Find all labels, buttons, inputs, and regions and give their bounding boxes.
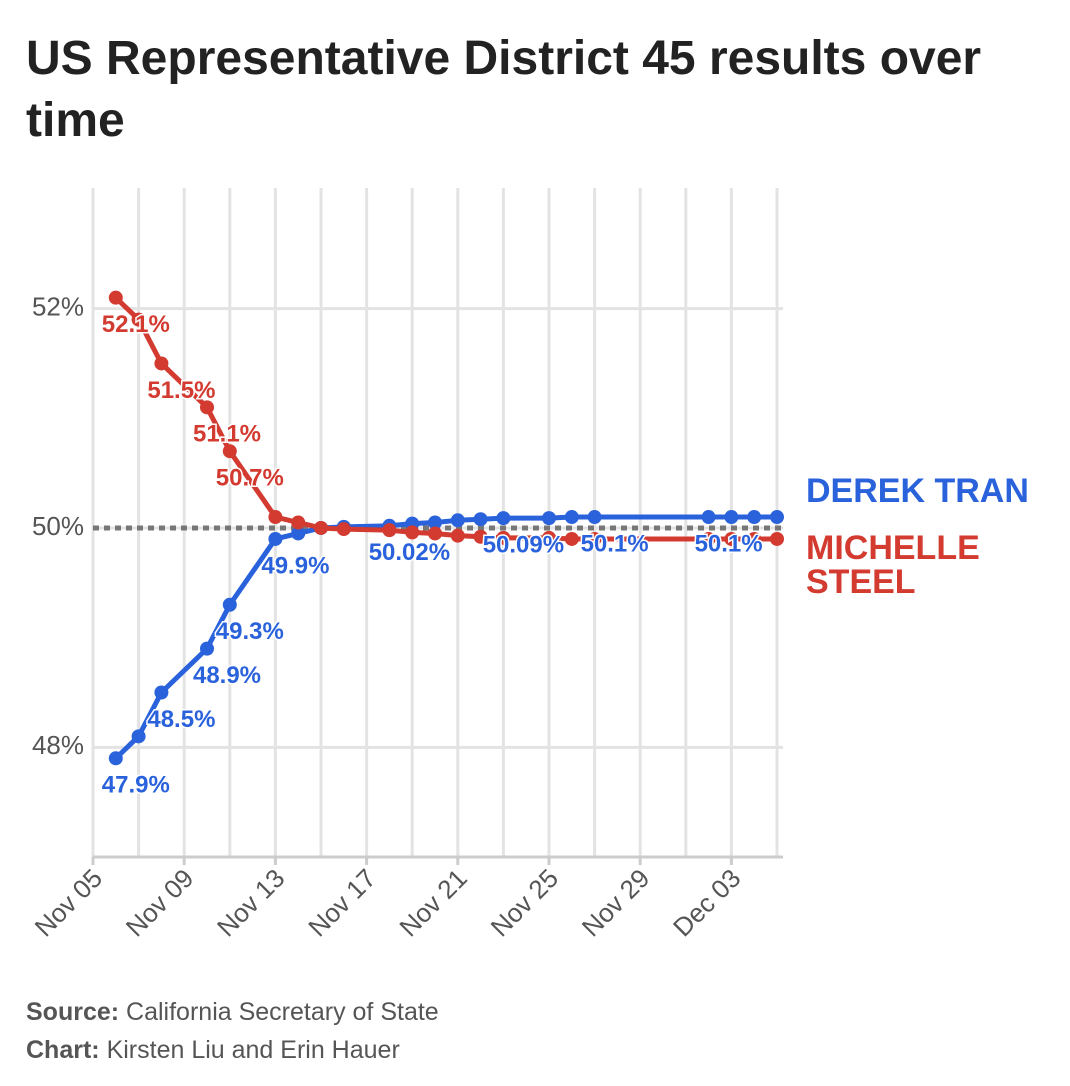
point	[405, 525, 420, 540]
point	[564, 510, 579, 525]
value-label: 49.3%	[216, 618, 284, 645]
y-tick-label: 50%	[32, 511, 84, 541]
point	[200, 400, 214, 415]
point	[770, 510, 784, 525]
series-line	[114, 295, 777, 542]
credit-label: Chart:	[26, 1036, 100, 1064]
point	[473, 512, 488, 527]
value-label: 50.1%	[695, 530, 763, 557]
x-tick-label: Nov 05	[29, 863, 108, 942]
point	[291, 526, 306, 541]
source-label: Source:	[26, 998, 120, 1026]
point	[382, 523, 397, 538]
point	[701, 531, 716, 546]
point	[268, 510, 283, 525]
point	[587, 531, 602, 546]
source: Source: California Secretary of State	[26, 998, 439, 1027]
credit: Chart: Kirsten Liu and Erin Hauer	[26, 1036, 400, 1065]
point	[747, 510, 762, 525]
point	[200, 641, 214, 656]
point	[291, 515, 306, 530]
x-tick-label: Nov 29	[576, 863, 655, 942]
point	[564, 531, 579, 546]
point	[724, 510, 739, 525]
x-tick-label: Dec 03	[667, 863, 746, 942]
x-tick-label: Nov 09	[120, 863, 199, 942]
series-line	[114, 514, 777, 761]
point	[473, 529, 488, 544]
series-label: DEREK TRAN	[806, 472, 1029, 510]
x-tick-label: Nov 21	[393, 863, 472, 942]
point	[747, 531, 762, 546]
point	[154, 685, 169, 700]
point	[496, 530, 511, 545]
value-label: 50.09%	[483, 531, 564, 558]
point	[336, 522, 351, 537]
point	[268, 531, 283, 546]
point	[222, 597, 237, 612]
point	[496, 511, 511, 526]
value-label: 50.02%	[369, 539, 450, 566]
point	[428, 526, 442, 541]
y-tick-label: 48%	[32, 730, 84, 760]
point	[428, 515, 442, 530]
value-label: 51.5%	[147, 377, 215, 404]
point	[450, 528, 465, 543]
point	[108, 751, 123, 766]
credit-text: Kirsten Liu and Erin Hauer	[106, 1036, 400, 1064]
point	[701, 510, 716, 525]
point	[131, 312, 146, 327]
point	[587, 510, 602, 525]
value-label: 52.1%	[102, 311, 170, 338]
point	[724, 531, 739, 546]
point	[108, 290, 123, 305]
point	[154, 356, 169, 371]
value-label: 48.9%	[193, 662, 261, 689]
point	[222, 444, 237, 459]
value-label: 48.5%	[147, 706, 215, 733]
y-tick-label: 52%	[32, 292, 84, 322]
x-tick-label: Nov 17	[302, 863, 381, 942]
x-tick-label: Nov 13	[211, 863, 290, 942]
series-label: MICHELLE STEEL	[806, 529, 980, 601]
chart-title: US Representative District 45 results ov…	[26, 32, 982, 147]
value-label: 50.1%	[581, 530, 649, 557]
value-label: 51.1%	[193, 421, 261, 448]
point	[450, 513, 465, 528]
source-text: California Secretary of State	[126, 998, 439, 1026]
point	[542, 530, 556, 545]
point	[770, 531, 784, 546]
value-label: 49.9%	[261, 552, 329, 579]
x-tick-label: Nov 25	[485, 863, 564, 942]
point	[542, 511, 556, 526]
value-label: 50.7%	[216, 465, 284, 492]
point	[314, 520, 328, 535]
value-label: 47.9%	[102, 772, 170, 799]
point	[131, 729, 146, 744]
